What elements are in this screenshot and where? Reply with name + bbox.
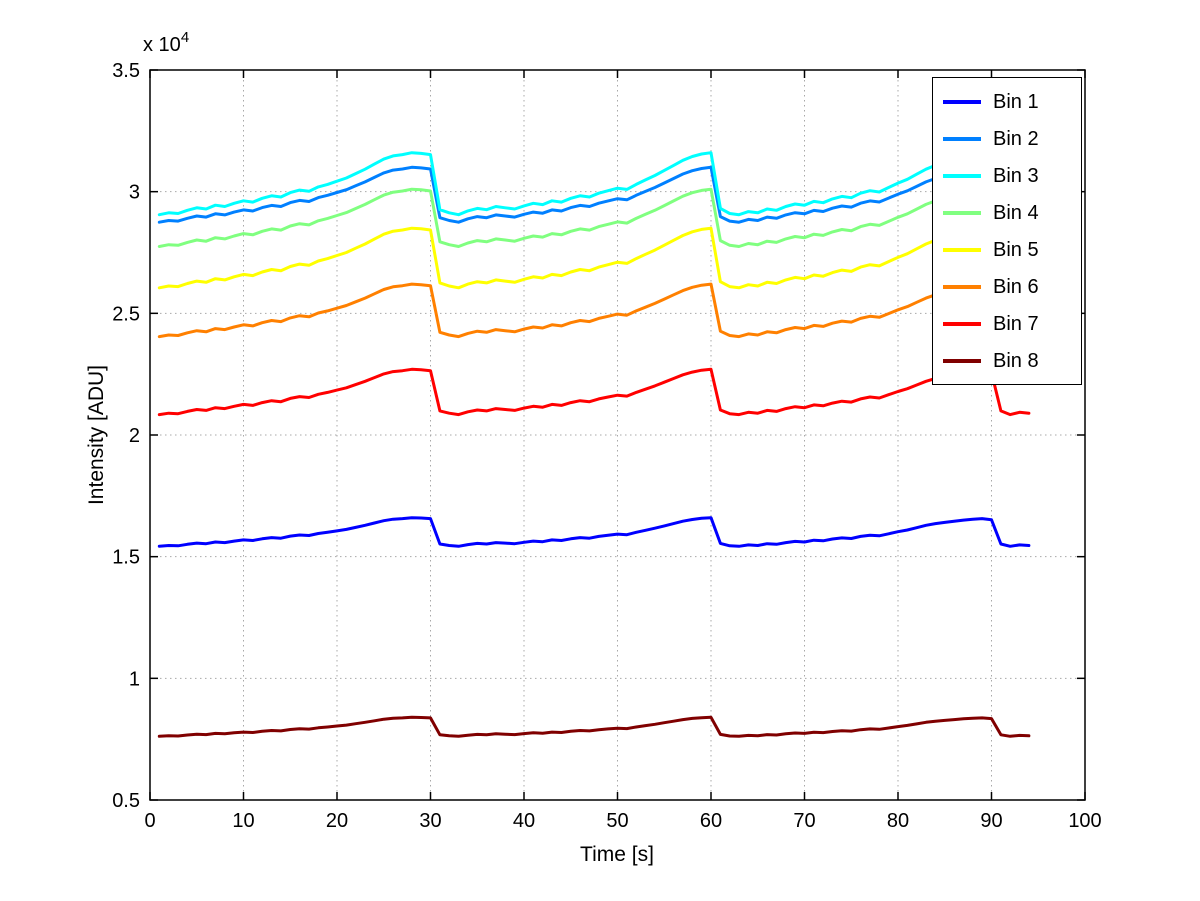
x-tick-label: 10 xyxy=(232,810,254,832)
legend-item: Bin 7 xyxy=(933,305,1081,342)
legend-item: Bin 4 xyxy=(933,194,1081,231)
series-line-bin-3 xyxy=(157,151,1031,217)
x-tick-label: 90 xyxy=(980,810,1002,832)
legend-item: Bin 1 xyxy=(933,83,1081,120)
legend-item-label: Bin 5 xyxy=(993,238,1039,261)
legend-item-label: Bin 8 xyxy=(993,349,1039,372)
x-tick-label: 60 xyxy=(700,810,722,832)
legend-line-swatch xyxy=(943,321,981,326)
x-tick-label: 0 xyxy=(144,810,155,832)
legend-line-swatch xyxy=(943,358,981,363)
legend: Bin 1 Bin 2 Bin 3 Bin 4 Bin 5 Bin 6 Bin 7 Bin 8 xyxy=(932,77,1082,385)
series-line-bin-2 xyxy=(157,165,1031,224)
y-axis-label: Intensity [ADU] xyxy=(85,365,108,505)
data-series xyxy=(157,151,1031,738)
series-line-bin-4 xyxy=(157,187,1031,248)
x-tick-label: 40 xyxy=(513,810,535,832)
x-tick-label: 50 xyxy=(606,810,628,832)
legend-item-label: Bin 7 xyxy=(993,312,1039,335)
legend-item: Bin 6 xyxy=(933,268,1081,305)
legend-item-label: Bin 4 xyxy=(993,201,1039,224)
legend-item: Bin 5 xyxy=(933,231,1081,268)
legend-item: Bin 3 xyxy=(933,157,1081,194)
y-axis-exponent-label: x 104 xyxy=(143,29,189,56)
x-tick-label: 20 xyxy=(326,810,348,832)
legend-line-swatch xyxy=(943,99,981,104)
x-axis-label: Time [s] xyxy=(580,843,654,866)
legend-item: Bin 8 xyxy=(933,342,1081,379)
x-tick-label: 30 xyxy=(419,810,441,832)
legend-item-label: Bin 3 xyxy=(993,164,1039,187)
legend-line-swatch xyxy=(943,247,981,252)
legend-item-label: Bin 6 xyxy=(993,275,1039,298)
legend-line-swatch xyxy=(943,136,981,141)
legend-line-swatch xyxy=(943,173,981,178)
y-tick-label: 1 xyxy=(129,668,140,690)
series-line-bin-6 xyxy=(157,282,1031,339)
tick-labels: 0 10 20 30 40 50 60 70 80 90 100 0.5 1 1.5 2 2.5 3 3.5 xyxy=(112,60,1102,832)
y-tick-label: 2.5 xyxy=(112,303,140,325)
series-line-bin-1 xyxy=(157,516,1031,548)
x-tick-label: 100 xyxy=(1068,810,1101,832)
series-line-bin-7 xyxy=(157,367,1031,417)
y-tick-label: 2 xyxy=(129,425,140,447)
series-line-bin-8 xyxy=(157,715,1031,738)
legend-item-label: Bin 2 xyxy=(993,127,1039,150)
legend-line-swatch xyxy=(943,284,981,289)
x-tick-label: 70 xyxy=(793,810,815,832)
y-tick-label: 3.5 xyxy=(112,60,140,82)
x-tick-label: 80 xyxy=(887,810,909,832)
legend-item: Bin 2 xyxy=(933,120,1081,157)
legend-line-swatch xyxy=(943,210,981,215)
y-tick-label: 3 xyxy=(129,182,140,204)
y-tick-label: 1.5 xyxy=(112,547,140,569)
series-line-bin-5 xyxy=(157,226,1031,290)
legend-item-label: Bin 1 xyxy=(993,90,1039,113)
y-tick-label: 0.5 xyxy=(112,790,140,812)
